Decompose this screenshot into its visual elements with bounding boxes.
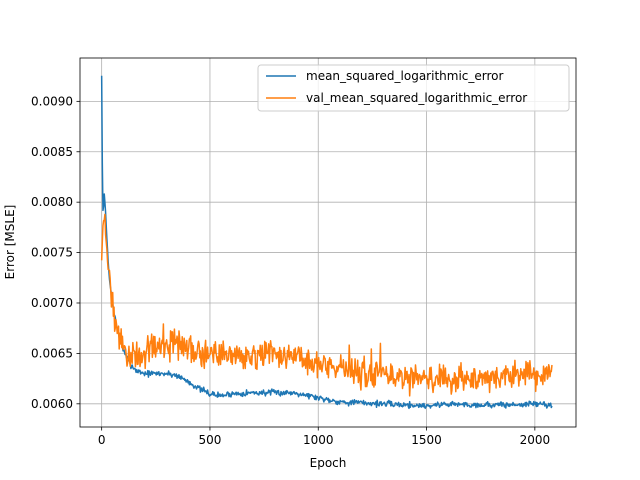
legend-box	[257, 64, 570, 112]
x-tick-label: 500	[199, 433, 222, 447]
y-tick-label: 0.0070	[31, 296, 73, 310]
series-line-train	[100, 75, 553, 410]
y-tick-label: 0.0085	[31, 145, 73, 159]
y-tick-label: 0.0075	[31, 246, 73, 260]
plot-frame	[79, 57, 577, 428]
y-axis-label: Error [MSLE]	[3, 205, 17, 280]
y-tick-label: 0.0065	[31, 346, 73, 360]
x-tick-label: 2000	[520, 433, 551, 447]
x-axis-label: Epoch	[310, 456, 347, 470]
y-tick-label: 0.0090	[31, 94, 73, 108]
grid	[80, 58, 576, 427]
legend-label-val: val_mean_squared_logarithmic_error	[306, 91, 527, 105]
legend-label-train: mean_squared_logarithmic_error	[306, 69, 503, 83]
x-tick-label: 1000	[303, 433, 334, 447]
x-tick-label: 1500	[411, 433, 442, 447]
x-tick-label: 0	[98, 433, 106, 447]
axis-ticks: 0 500 1000 1500 2000 0.0060 0.0065 0.0070 0.0075…	[31, 94, 550, 447]
series-line-val	[100, 213, 553, 397]
y-tick-label: 0.0060	[31, 397, 73, 411]
series-lines	[100, 75, 553, 410]
legend: mean_squared_logarithmic_error val_mean_…	[257, 64, 570, 112]
y-tick-label: 0.0080	[31, 195, 73, 209]
